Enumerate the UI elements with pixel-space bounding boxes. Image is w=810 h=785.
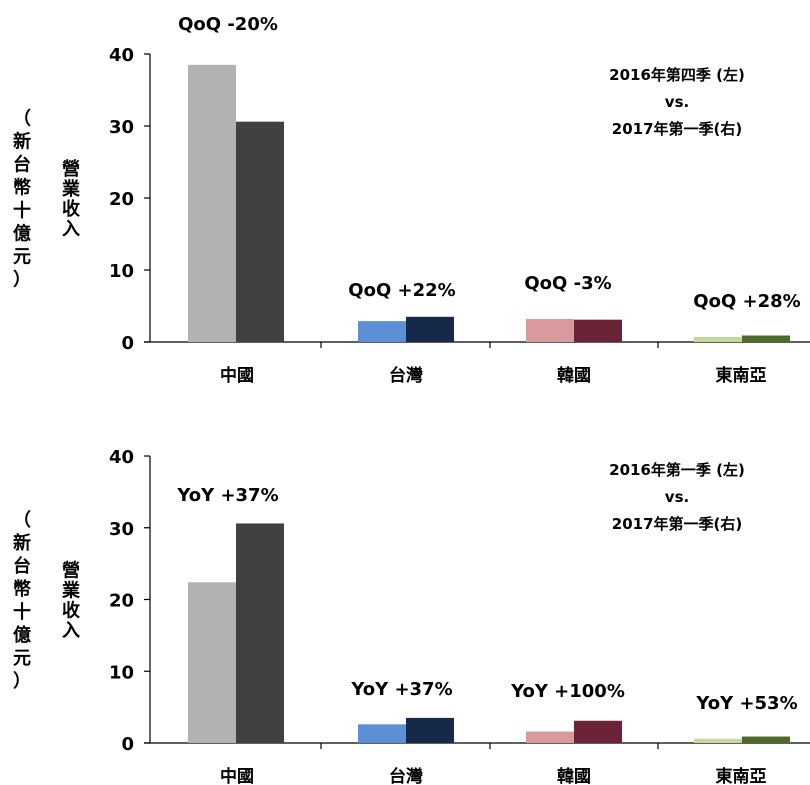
change-annotation: YoY +37%	[350, 679, 452, 700]
comparison-note-line: 2017年第一季(右)	[612, 120, 742, 138]
y-axis-label-char: 營	[62, 560, 80, 582]
y-axis-unit-char: 億	[13, 223, 31, 245]
bar-left-3	[526, 731, 574, 743]
category-label: 東南亞	[716, 365, 767, 386]
y-axis-unit-char: ）	[13, 671, 31, 692]
y-tick-label: 10	[109, 261, 134, 282]
y-tick-label: 30	[109, 519, 134, 540]
change-annotation: YoY +100%	[510, 681, 625, 702]
y-axis-unit-char: 新	[13, 532, 31, 554]
y-axis-unit-char: （	[13, 109, 31, 130]
chart-panel-2: 0 10 20 30 40 中國 YoY +37% 台灣 YoY +37% 韓國 YoY +100%…	[13, 447, 810, 785]
bar-right-4	[742, 335, 790, 342]
category-label: 中國	[220, 766, 254, 785]
bar-left-1	[188, 582, 236, 743]
y-tick-label: 0	[121, 734, 134, 755]
y-axis-label-char: 營	[62, 158, 80, 180]
change-annotation: QoQ -20%	[178, 14, 278, 35]
y-axis-unit-char: 億	[13, 624, 31, 646]
y-axis-label-char: 收	[62, 600, 80, 622]
y-tick-label: 0	[121, 333, 134, 354]
comparison-note-line: 2017年第一季(右)	[612, 515, 742, 533]
bar-right-3	[574, 720, 622, 743]
bar-right-1	[236, 121, 284, 343]
y-tick-label: 30	[109, 117, 134, 138]
change-annotation: QoQ +22%	[348, 280, 455, 301]
y-axis-label-char: 業	[61, 580, 81, 602]
category-label: 韓國	[557, 766, 591, 785]
change-annotation: YoY +53%	[695, 693, 797, 714]
bar-right-2	[406, 316, 454, 342]
y-axis-unit-char: 台	[13, 555, 31, 577]
bar-right-3	[574, 319, 622, 342]
bar-right-2	[406, 717, 454, 743]
change-annotation: YoY +37%	[176, 485, 278, 506]
y-tick-label: 20	[109, 189, 134, 210]
y-axis-unit-char: 元	[13, 648, 31, 669]
y-axis-label-char: 收	[62, 198, 80, 220]
category-label: 台灣	[389, 766, 423, 785]
bar-right-4	[742, 736, 790, 743]
bar-right-1	[236, 523, 284, 743]
category-label: 韓國	[557, 365, 591, 386]
change-annotation: QoQ -3%	[524, 273, 611, 294]
y-axis-unit-char: 十	[13, 200, 31, 222]
bar-left-4	[694, 738, 742, 743]
comparison-note-line: vs.	[665, 93, 689, 111]
bar-left-2	[358, 724, 406, 743]
chart-panel-1: 0 10 20 30 40 中國 QoQ -20% 台灣 QoQ +22% 韓國 QoQ -3% 東南…	[13, 14, 810, 386]
bar-left-3	[526, 318, 574, 342]
category-label: 台灣	[389, 365, 423, 386]
bar-left-2	[358, 321, 406, 342]
change-annotation: QoQ +28%	[693, 291, 800, 312]
y-tick-label: 40	[109, 45, 134, 66]
y-axis-label-char: 業	[61, 178, 81, 200]
y-axis-label-char: 入	[62, 621, 80, 642]
y-axis-unit-char: 幣	[13, 177, 31, 199]
y-axis-unit-char: 台	[13, 154, 31, 176]
y-axis-unit-char: （	[13, 510, 31, 531]
bar-left-1	[188, 64, 236, 343]
y-tick-label: 10	[109, 662, 134, 683]
category-label: 東南亞	[716, 766, 767, 785]
y-axis-unit-char: 幣	[13, 578, 31, 600]
y-axis-unit-char: 元	[13, 247, 31, 268]
category-label: 中國	[220, 365, 254, 386]
y-axis-label-char: 入	[62, 219, 80, 240]
y-axis-unit-char: ）	[13, 270, 31, 291]
comparison-note-line: vs.	[665, 488, 689, 506]
y-tick-label: 40	[109, 447, 134, 468]
comparison-note-line: 2016年第四季 (左)	[609, 66, 745, 84]
y-axis-unit-char: 新	[13, 131, 31, 153]
y-axis-unit-char: 十	[13, 601, 31, 623]
bar-left-4	[694, 336, 742, 342]
y-tick-label: 20	[109, 591, 134, 612]
comparison-note-line: 2016年第一季 (左)	[609, 461, 745, 479]
